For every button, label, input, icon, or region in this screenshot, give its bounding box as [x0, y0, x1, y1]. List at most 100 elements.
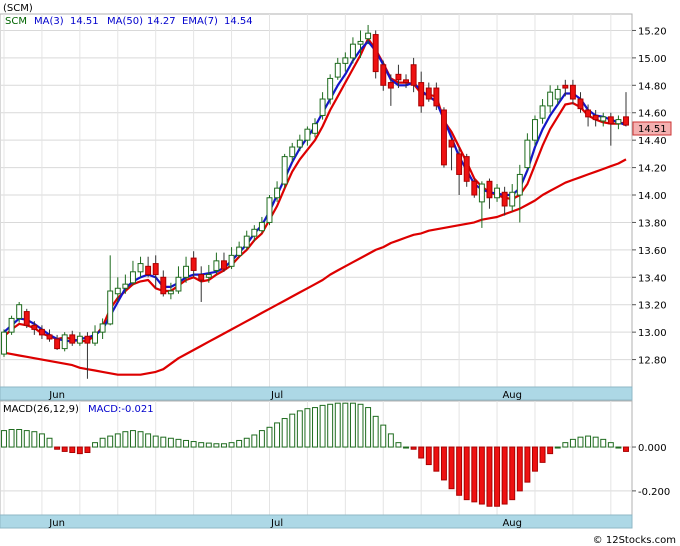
- candle-body: [410, 64, 417, 86]
- candle-body: [114, 287, 121, 295]
- macd-bar: [600, 438, 607, 448]
- macd-bar: [539, 446, 546, 463]
- month-label: Aug: [502, 518, 522, 529]
- candle-body: [357, 40, 364, 45]
- price-tick-label: 13.60: [638, 246, 667, 257]
- macd-bar: [54, 446, 61, 450]
- macd-bar: [471, 446, 478, 503]
- macd-bar: [494, 446, 501, 507]
- macd-bar: [319, 404, 326, 448]
- candle-body: [160, 276, 167, 295]
- legend-ma50-label: MA(50): [107, 16, 143, 27]
- candle-body: [433, 87, 440, 107]
- legend-ma3-label: MA(3): [34, 16, 64, 27]
- candle-body: [478, 183, 485, 203]
- macd-bar: [114, 433, 121, 448]
- macd-bar: [349, 402, 356, 448]
- macd-bar: [167, 437, 174, 448]
- candle-body: [395, 73, 402, 81]
- price-month-strip: [0, 386, 633, 401]
- macd-bar: [145, 433, 152, 448]
- candle-body: [319, 98, 326, 116]
- candle-body: [615, 119, 622, 125]
- macd-bar: [592, 436, 599, 448]
- macd-bar: [16, 429, 23, 448]
- candle-body: [152, 263, 159, 276]
- candle-body: [190, 257, 197, 271]
- macd-bars-group: [1, 402, 629, 507]
- candle-body: [236, 246, 243, 256]
- candle-body: [585, 109, 592, 118]
- macd-tick-label: 0.000: [638, 443, 667, 454]
- macd-bar: [190, 441, 197, 448]
- price-tick-label: 13.00: [638, 328, 667, 339]
- macd-bar: [251, 434, 258, 448]
- macd-bar: [585, 435, 592, 448]
- macd-bar: [31, 431, 38, 448]
- macd-bar: [236, 439, 243, 448]
- copyright: © 12Stocks.com: [593, 535, 676, 546]
- price-tick-label: 15.00: [638, 54, 667, 65]
- macd-bar: [129, 430, 136, 448]
- macd-bar: [1, 430, 7, 448]
- candle-body: [509, 191, 516, 207]
- macd-bar: [547, 446, 554, 455]
- price-tick-label: 14.20: [638, 164, 667, 175]
- macd-bar: [198, 442, 205, 448]
- price-tick-label: 14.80: [638, 81, 667, 92]
- candle-body: [84, 335, 91, 344]
- candle-body: [349, 43, 356, 59]
- macd-bar: [213, 443, 220, 448]
- macd-bar: [175, 438, 182, 448]
- macd-bar: [615, 446, 622, 449]
- candle-body: [365, 32, 372, 40]
- month-label: Jul: [270, 518, 283, 529]
- macd-y-axis: 0.000 -0.200: [632, 443, 670, 498]
- macd-tick-label: -0.200: [638, 487, 670, 498]
- legend-ema7-value: 14.54: [224, 16, 253, 27]
- macd-bar: [509, 446, 516, 501]
- macd-bar: [107, 435, 114, 448]
- macd-bar: [137, 431, 144, 448]
- price-tick-label: 13.80: [638, 218, 667, 229]
- candle-body: [312, 123, 318, 134]
- macd-bar: [92, 442, 98, 448]
- macd-value: MACD:-0.021: [88, 404, 154, 415]
- candle-body: [69, 334, 76, 344]
- macd-bar: [562, 442, 569, 448]
- price-tick-label: 14.60: [638, 109, 667, 120]
- candle-body: [486, 180, 493, 199]
- macd-bar: [569, 438, 576, 448]
- candle-body: [175, 276, 182, 292]
- legend-ema7-label: EMA(7): [182, 16, 218, 27]
- macd-bar: [205, 442, 212, 448]
- candle-body: [145, 265, 152, 276]
- macd-bar: [486, 446, 493, 507]
- macd-bar: [342, 402, 349, 448]
- candle-body: [289, 146, 296, 158]
- macd-bar: [478, 446, 485, 505]
- macd-bar: [403, 446, 409, 449]
- candle-body: [61, 334, 68, 350]
- month-label: Jul: [270, 390, 283, 401]
- macd-bar: [221, 443, 227, 448]
- candle-body: [1, 331, 7, 355]
- macd-bar: [327, 403, 334, 448]
- candle-body: [600, 116, 607, 122]
- macd-bar: [23, 430, 30, 448]
- macd-bar: [380, 424, 387, 448]
- candle-body: [554, 88, 561, 100]
- candle-body: [228, 254, 235, 267]
- macd-bar: [304, 408, 311, 448]
- macd-bar: [433, 446, 440, 472]
- candle-body: [562, 84, 569, 89]
- candle-body: [304, 128, 311, 141]
- price-tick-label: 12.80: [638, 356, 667, 367]
- price-tick-label: 13.20: [638, 301, 667, 312]
- candle-body: [425, 87, 432, 100]
- macd-bar: [296, 410, 303, 448]
- macd-bar: [274, 422, 281, 448]
- month-label: Aug: [502, 390, 522, 401]
- candle-body: [99, 323, 106, 333]
- macd-bar: [357, 403, 364, 448]
